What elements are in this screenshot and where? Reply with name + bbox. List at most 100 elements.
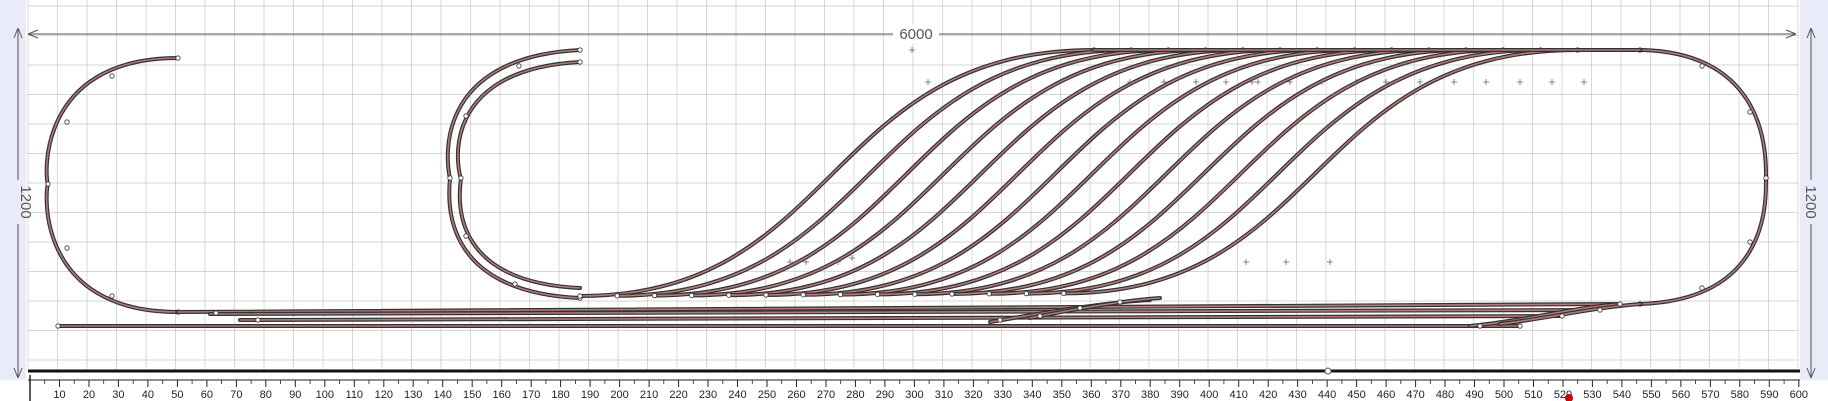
track-joint[interactable] [1747, 109, 1753, 115]
crossover-3[interactable] [1468, 302, 1622, 328]
point-marker[interactable] [1255, 79, 1261, 85]
track-joint[interactable] [1747, 239, 1753, 245]
bottom-straight-3[interactable] [238, 314, 1562, 322]
baseboard-handle[interactable] [1324, 367, 1332, 375]
point-marker[interactable] [925, 79, 931, 85]
ruler-tick-label: 500 [1495, 389, 1513, 401]
track-layout[interactable] [44, 47, 1769, 329]
track-joint[interactable] [997, 317, 1003, 323]
point-marker[interactable] [1451, 79, 1457, 85]
bottom-straight-2[interactable] [208, 308, 1592, 316]
track-joint[interactable] [55, 323, 61, 329]
track-joint[interactable] [986, 291, 992, 297]
track-joint[interactable] [1517, 323, 1523, 329]
point-marker[interactable] [1193, 79, 1199, 85]
crossover-4[interactable] [1498, 302, 1642, 326]
point-marker[interactable] [1327, 259, 1333, 265]
point-marker[interactable] [1223, 79, 1229, 85]
track-joint[interactable] [614, 293, 620, 299]
left-return-loop[interactable] [44, 56, 180, 314]
track-joint[interactable] [912, 291, 918, 297]
point-marker[interactable] [1319, 79, 1325, 85]
track-joint[interactable] [213, 310, 219, 316]
point-marker[interactable] [835, 259, 841, 265]
track-joint[interactable] [577, 47, 583, 53]
track-joint[interactable] [726, 292, 732, 298]
track-joint[interactable] [837, 291, 844, 298]
track-joint[interactable] [516, 63, 522, 69]
yard-siding-curve[interactable] [1024, 48, 1543, 296]
track-joint[interactable] [1037, 313, 1043, 319]
point-marker[interactable] [1243, 259, 1249, 265]
point-marker[interactable] [1483, 79, 1489, 85]
yard-siding-curve[interactable] [689, 48, 1208, 298]
track-joint[interactable] [688, 292, 695, 298]
point-marker[interactable] [1161, 79, 1167, 85]
track-joint[interactable] [1117, 299, 1123, 305]
track-joint[interactable] [255, 317, 261, 323]
track-joint[interactable] [463, 113, 469, 119]
track-joint[interactable] [45, 181, 51, 187]
track-joint[interactable] [64, 245, 70, 251]
crossover-2[interactable] [1028, 296, 1162, 320]
track-joint[interactable] [1061, 290, 1067, 296]
yard-siding-curve[interactable] [875, 48, 1394, 297]
track-joint[interactable] [458, 175, 464, 181]
yard-siding-curve[interactable] [950, 48, 1468, 296]
right-return-loop[interactable] [1638, 48, 1769, 306]
yard-siding-curve[interactable] [1061, 48, 1580, 296]
point-marker[interactable] [1249, 79, 1255, 85]
track-joint[interactable] [577, 293, 583, 299]
track-joint[interactable] [1699, 63, 1705, 69]
track-joint[interactable] [109, 293, 115, 299]
yard-siding-curve[interactable] [652, 48, 1171, 298]
point-marker[interactable] [1549, 79, 1555, 85]
point-marker[interactable] [1383, 79, 1389, 85]
yard-siding-curve[interactable] [726, 48, 1245, 298]
track-joint[interactable] [763, 292, 769, 298]
point-marker[interactable] [909, 47, 915, 53]
point-marker[interactable] [849, 255, 855, 261]
track-joint[interactable] [109, 73, 115, 79]
track-joint[interactable] [512, 281, 518, 287]
point-marker[interactable] [803, 259, 809, 265]
track-joint[interactable] [64, 119, 70, 125]
track-joint[interactable] [1559, 313, 1565, 319]
inner-return-loop-2[interactable] [455, 60, 582, 290]
point-marker[interactable] [1287, 79, 1293, 85]
track-joint[interactable] [463, 233, 469, 239]
yard-siding-curve[interactable] [615, 48, 1134, 298]
track-joint[interactable] [1699, 285, 1705, 291]
yard-siding-curve[interactable] [912, 48, 1431, 297]
yard-siding-curve[interactable] [838, 48, 1357, 297]
point-marker[interactable] [1127, 79, 1133, 85]
track-joint[interactable] [651, 292, 658, 299]
track-joint[interactable] [1763, 175, 1769, 181]
track-joint[interactable] [1023, 290, 1030, 297]
ruler-position-marker[interactable] [1565, 394, 1573, 401]
track-joint[interactable] [1477, 323, 1483, 329]
yard-siding-curve[interactable] [764, 48, 1282, 297]
point-marker[interactable] [1353, 79, 1359, 85]
point-marker[interactable] [1283, 259, 1289, 265]
inner-return-loop[interactable] [445, 48, 582, 300]
track-joint[interactable] [800, 292, 806, 298]
track-joint[interactable] [874, 291, 881, 297]
track-joint[interactable] [577, 59, 583, 65]
track-joint[interactable] [447, 175, 453, 181]
point-marker[interactable] [1581, 79, 1587, 85]
track-joint[interactable] [175, 55, 181, 61]
bottom-main-straight[interactable] [176, 302, 1622, 314]
ruler-tick-label: 80 [260, 389, 272, 401]
point-marker[interactable] [787, 259, 793, 265]
yard-siding-curve[interactable] [801, 48, 1320, 297]
track-joint[interactable] [1617, 301, 1623, 307]
point-marker[interactable] [1517, 79, 1523, 85]
yard-siding-curve[interactable] [987, 48, 1506, 296]
track-joint[interactable] [949, 291, 955, 297]
point-marker[interactable] [1417, 79, 1423, 85]
track-joint[interactable] [1077, 305, 1083, 311]
yard-siding-curve[interactable] [578, 48, 1096, 298]
track-joint[interactable] [1597, 307, 1603, 313]
